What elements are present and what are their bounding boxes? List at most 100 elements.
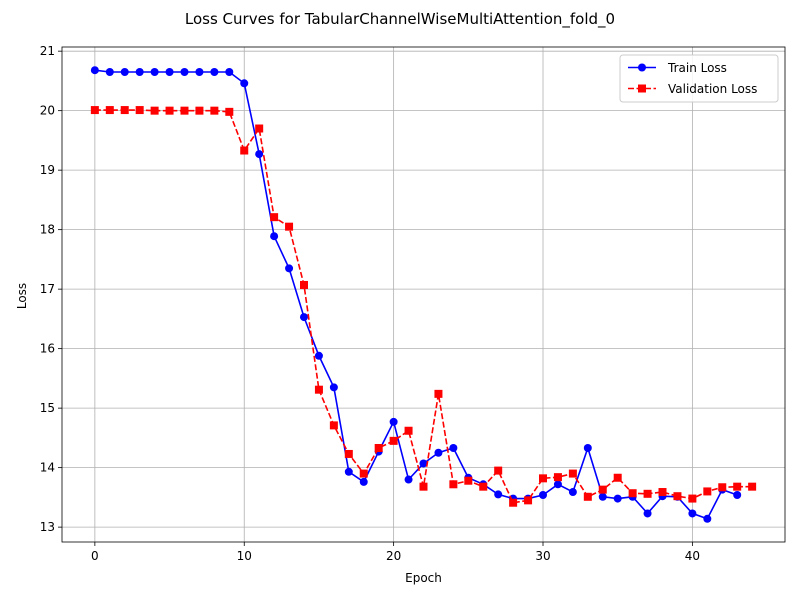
data-point — [135, 106, 144, 115]
data-point — [494, 490, 503, 499]
data-point — [225, 107, 234, 116]
data-point — [90, 66, 99, 75]
y-tick-label: 20 — [40, 104, 55, 118]
data-point — [105, 106, 114, 115]
data-point — [329, 421, 338, 430]
data-point — [180, 67, 189, 76]
data-point — [539, 490, 548, 499]
data-point — [539, 474, 548, 483]
y-tick-label: 17 — [40, 282, 55, 296]
data-point — [583, 443, 592, 452]
data-point — [374, 443, 383, 452]
y-tick-label: 13 — [40, 520, 55, 534]
data-point — [255, 150, 264, 159]
data-point — [314, 351, 323, 360]
data-point — [509, 498, 518, 507]
legend-train-loss-label: Train Loss — [667, 61, 727, 75]
data-point — [90, 106, 99, 115]
x-tick-label: 10 — [237, 549, 252, 563]
legend-validation-loss-marker — [638, 84, 646, 93]
data-point — [195, 106, 204, 115]
legend: Train Loss Validation Loss — [619, 54, 779, 103]
y-tick-label: 14 — [40, 461, 55, 475]
series-group — [90, 66, 757, 523]
data-point — [598, 485, 607, 494]
data-point — [613, 494, 622, 503]
data-point — [389, 417, 398, 426]
x-tick-label: 40 — [685, 549, 700, 563]
data-point — [643, 509, 652, 518]
data-point — [180, 106, 189, 115]
data-point — [419, 459, 428, 468]
data-point — [494, 466, 503, 475]
legend-validation-loss-label: Validation Loss — [668, 82, 757, 96]
data-point — [628, 489, 637, 498]
data-point — [270, 232, 279, 241]
data-point — [479, 482, 488, 491]
data-point — [404, 426, 413, 435]
data-point — [359, 469, 368, 478]
data-point — [359, 477, 368, 486]
data-point — [285, 222, 294, 231]
data-point — [688, 509, 697, 518]
plot-frame — [61, 46, 786, 543]
x-tick-label: 20 — [386, 549, 401, 563]
data-point — [120, 67, 129, 76]
y-tick-label: 16 — [40, 342, 55, 356]
data-point — [434, 448, 443, 457]
data-point — [210, 106, 219, 115]
data-point — [225, 67, 234, 76]
data-point — [673, 492, 682, 501]
data-point — [658, 488, 667, 497]
y-tick-label: 18 — [40, 223, 55, 237]
data-point — [524, 496, 533, 505]
data-point — [270, 213, 279, 222]
data-point — [195, 67, 204, 76]
data-point — [703, 487, 712, 496]
data-point — [240, 146, 249, 155]
data-point — [703, 514, 712, 523]
axes: 0 10 20 30 40 13 14 15 16 17 18 19 20 21 — [40, 44, 786, 563]
data-point — [389, 436, 398, 445]
data-point — [613, 473, 622, 482]
series-1 — [90, 106, 757, 507]
legend-frame — [619, 54, 779, 103]
data-point — [299, 280, 308, 289]
data-point — [344, 449, 353, 458]
data-point — [583, 492, 592, 501]
data-point — [748, 482, 757, 491]
data-point — [449, 480, 458, 489]
data-point — [434, 389, 443, 398]
data-point — [344, 467, 353, 476]
legend-train-loss-marker — [638, 63, 646, 72]
data-point — [568, 469, 577, 478]
y-tick-label: 19 — [40, 163, 55, 177]
data-point — [449, 443, 458, 452]
data-point — [404, 475, 413, 484]
data-point — [240, 79, 249, 88]
data-point — [314, 385, 323, 394]
data-point — [135, 67, 144, 76]
x-tick-label: 0 — [91, 549, 99, 563]
data-point — [329, 383, 338, 392]
data-point — [255, 124, 264, 133]
data-point — [419, 482, 428, 491]
data-point — [733, 482, 742, 491]
grid — [62, 47, 785, 542]
x-axis-label: Epoch — [405, 571, 442, 585]
y-axis-label: Loss — [15, 283, 29, 309]
y-tick-label: 21 — [40, 44, 55, 58]
data-point — [165, 106, 174, 115]
data-point — [718, 483, 727, 492]
data-point — [120, 106, 129, 115]
data-point — [210, 67, 219, 76]
data-point — [553, 480, 562, 489]
data-point — [568, 488, 577, 497]
data-point — [285, 264, 294, 273]
data-point — [598, 492, 607, 501]
x-tick-label: 30 — [535, 549, 550, 563]
data-point — [165, 67, 174, 76]
data-point — [688, 494, 697, 503]
data-point — [553, 473, 562, 482]
